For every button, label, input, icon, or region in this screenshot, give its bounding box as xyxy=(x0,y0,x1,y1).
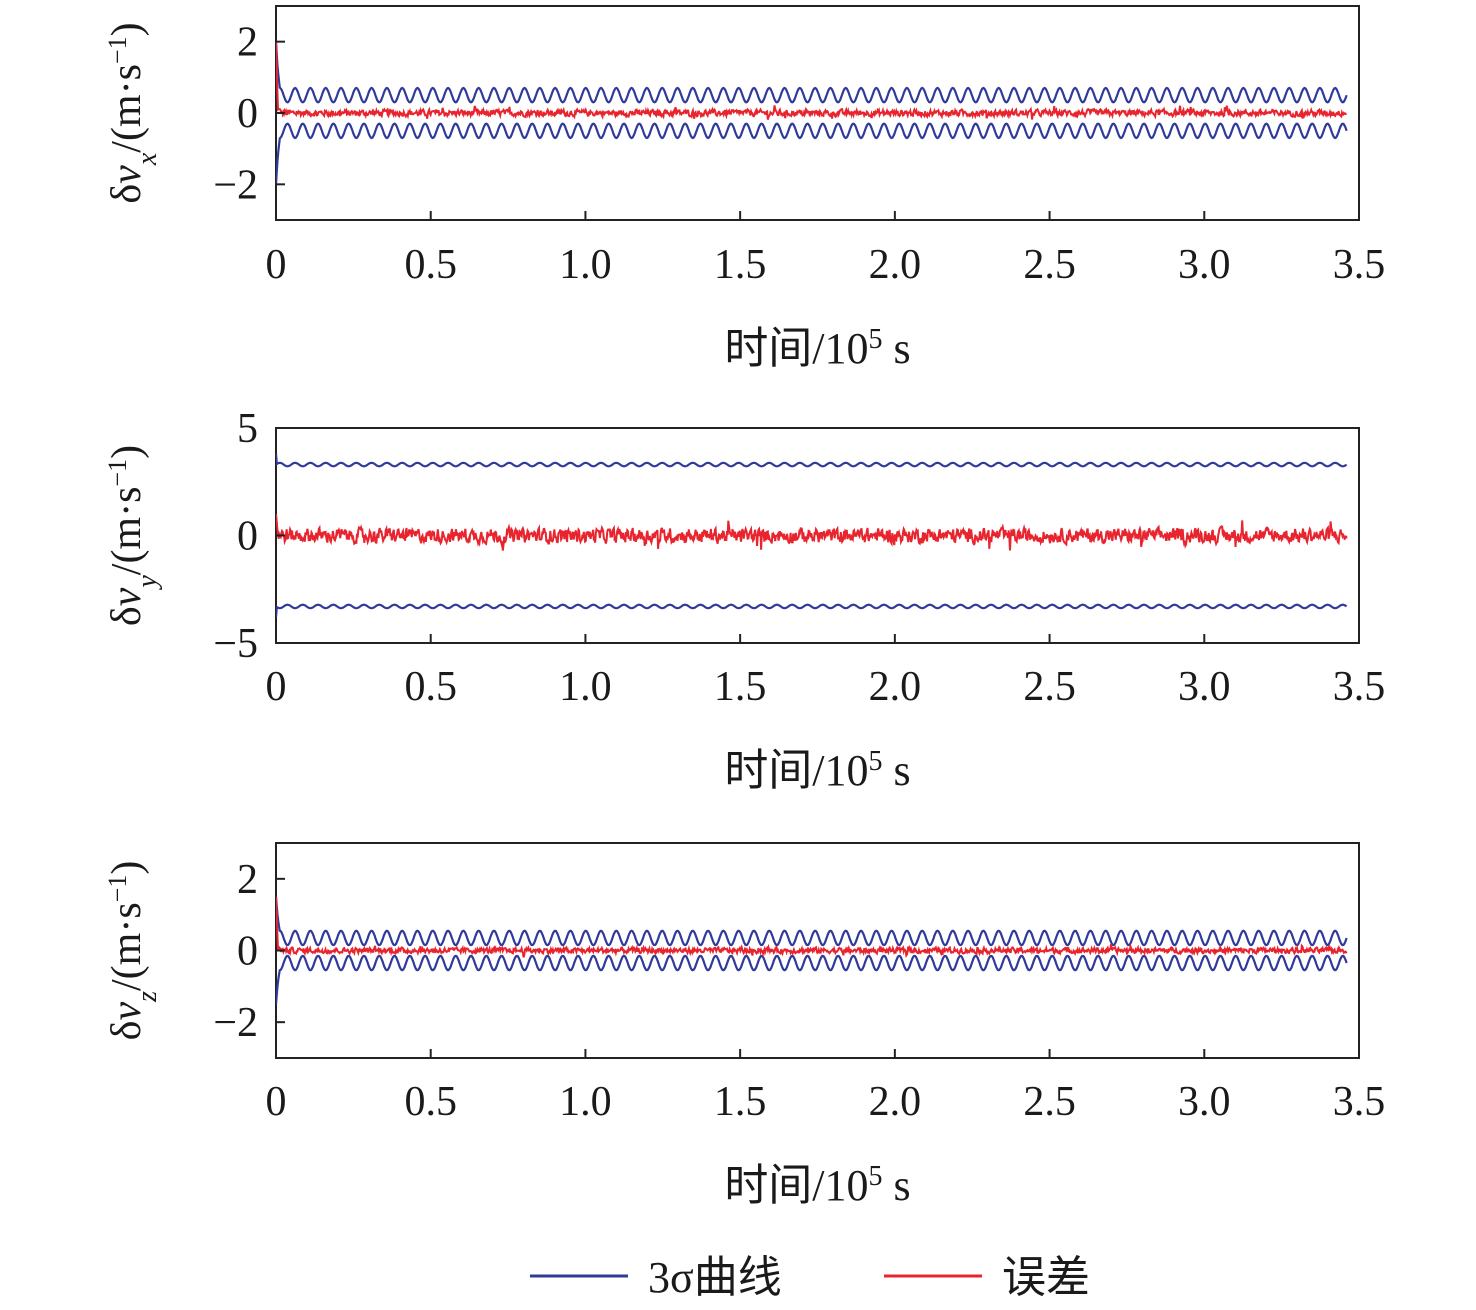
x-tick-label: 0.5 xyxy=(404,242,457,288)
series-3sigma-upper xyxy=(276,453,1348,468)
x-tick-label: 1.5 xyxy=(714,1079,767,1125)
x-tick-label: 1.5 xyxy=(714,664,767,710)
x-tick-label: 1.0 xyxy=(559,1079,612,1125)
x-tick-label: 0.5 xyxy=(404,664,457,710)
y-tick-label: 5 xyxy=(237,406,258,452)
y-tick-label: 2 xyxy=(237,857,258,903)
x-tick-label: 3.5 xyxy=(1333,242,1386,288)
series-3sigma-lower xyxy=(276,603,1348,618)
x-tick-label: 0 xyxy=(266,1079,287,1125)
x-tick-label: 3.5 xyxy=(1333,1079,1386,1125)
legend-label-error: 误差 xyxy=(1002,1253,1090,1302)
series-error xyxy=(276,41,1347,120)
x-tick-label: 2.5 xyxy=(1023,1079,1076,1125)
series-3sigma-upper xyxy=(276,41,1348,104)
series-3sigma-lower xyxy=(276,954,1348,1005)
legend-label-3sigma: 3σ曲线 xyxy=(648,1253,782,1302)
x-tick-label: 0.5 xyxy=(404,1079,457,1125)
series-error xyxy=(276,896,1348,958)
x-tick-label: 1.5 xyxy=(714,242,767,288)
x-tick-label: 0 xyxy=(266,242,287,288)
x-tick-label: 2.0 xyxy=(869,242,922,288)
y-tick-label: −2 xyxy=(213,1000,258,1046)
x-tick-label: 2.0 xyxy=(869,664,922,710)
x-tick-label: 3.0 xyxy=(1178,664,1231,710)
x-tick-label: 1.0 xyxy=(559,242,612,288)
x-tick-label: 2.0 xyxy=(869,1079,922,1125)
series-3sigma-lower xyxy=(276,122,1348,185)
series-error xyxy=(276,513,1348,551)
x-tick-label: 2.5 xyxy=(1023,242,1076,288)
y-tick-label: −2 xyxy=(213,162,258,208)
y-tick-label: 2 xyxy=(237,20,258,66)
x-axis-title: 时间/105 s xyxy=(724,324,910,374)
y-axis-title: δvz/(m·s−1) xyxy=(103,861,163,1041)
x-tick-label: 2.5 xyxy=(1023,664,1076,710)
series-3sigma-upper xyxy=(276,896,1348,947)
y-axis-title: δvy/(m·s−1) xyxy=(103,445,163,626)
x-tick-label: 3.0 xyxy=(1178,242,1231,288)
x-tick-label: 3.5 xyxy=(1333,664,1386,710)
x-axis-title: 时间/105 s xyxy=(724,1161,910,1211)
legend: 3σ曲线 误差 xyxy=(530,1253,1090,1302)
x-tick-label: 1.0 xyxy=(559,664,612,710)
x-axis-title: 时间/105 s xyxy=(724,746,910,796)
x-tick-label: 3.0 xyxy=(1178,1079,1231,1125)
y-tick-label: 0 xyxy=(237,929,258,975)
y-tick-label: 0 xyxy=(237,91,258,137)
y-tick-label: −5 xyxy=(213,621,258,667)
y-tick-label: 0 xyxy=(237,514,258,560)
y-axis-title: δvx/(m·s−1) xyxy=(103,22,163,203)
x-tick-label: 0 xyxy=(266,664,287,710)
